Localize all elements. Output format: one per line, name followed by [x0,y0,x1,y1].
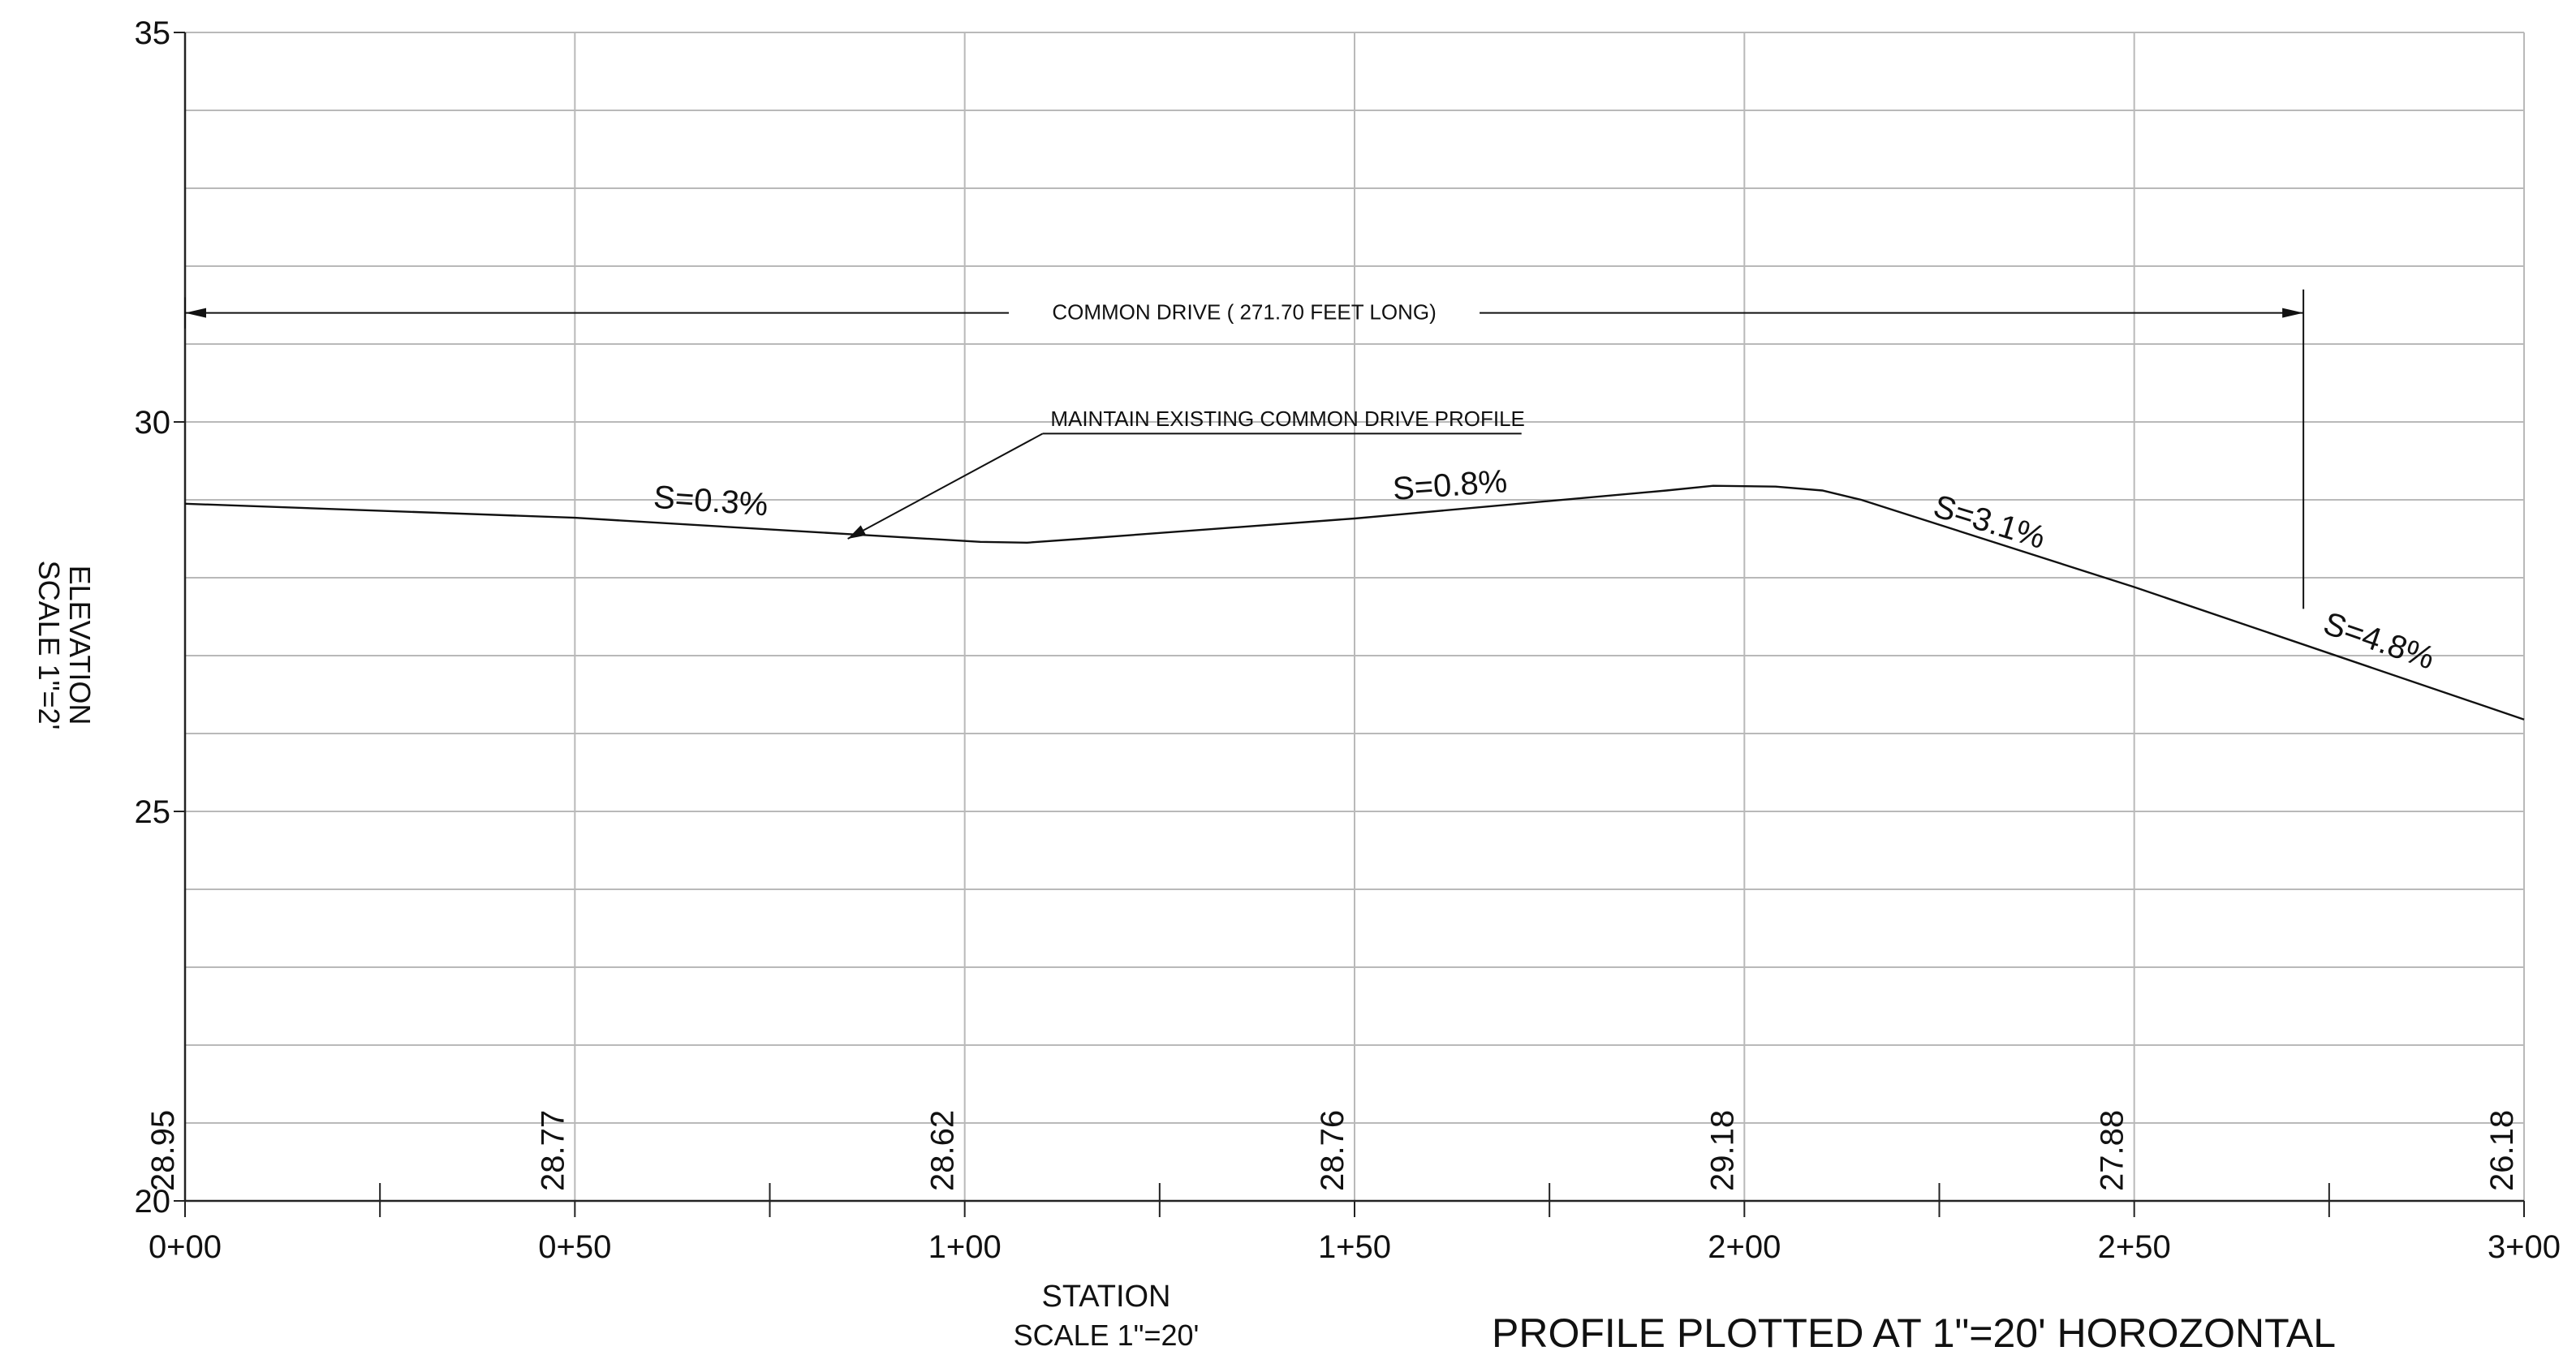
elevation-label: 28.95 [145,1110,181,1191]
x-tick-label: 3+00 [2488,1229,2561,1265]
dimension-arrow-right [2282,308,2304,318]
x-tick-label: 2+00 [1708,1229,1781,1265]
elevation-label: 28.77 [535,1110,571,1191]
x-tick-label: 2+50 [2098,1229,2171,1265]
x-axis-label: STATION [1041,1280,1170,1314]
slope-label: S=0.3% [653,480,769,523]
axes: 20 25 30 35 0+00 0+50 1+00 1+50 2+00 2+50 3+00 [135,15,2561,1265]
elevation-label: 26.18 [2484,1110,2520,1191]
y-tick-label: 20 [135,1184,171,1220]
y-tick-label: 35 [135,15,171,51]
grid [184,32,2525,1202]
x-tick-label: 1+50 [1318,1229,1391,1265]
x-axis-scale-label: SCALE 1"=20' [1014,1319,1200,1351]
y-tick-label: 30 [135,405,171,441]
profile-series [184,484,2525,721]
x-tick-label: 0+00 [149,1229,222,1265]
slope-label: S=3.1% [1929,488,2049,556]
labels: 28.95 28.77 28.62 28.76 29.18 27.88 26.18 S=0.3… [145,289,2520,1191]
slope-label: S=4.8% [2319,605,2439,677]
y-axis-label: ELEVATION [63,566,97,725]
annotation-leader [847,432,1044,540]
profile-line [184,484,2525,721]
chart-title: PROFILE PLOTTED AT 1"=20' HOROZONTAL [1492,1310,2336,1351]
annotation-text: MAINTAIN EXISTING COMMON DRIVE PROFILE [1050,407,1525,431]
annotation-arrowhead [847,525,867,539]
x-tick-label: 1+00 [928,1229,1002,1265]
slope-label: S=0.8% [1392,463,1509,507]
dimension-arrow-left [185,308,206,318]
y-tick-label: 25 [135,794,171,830]
elevation-label: 29.18 [1704,1110,1740,1191]
elevation-label: 28.76 [1315,1110,1350,1191]
elevation-label: 28.62 [925,1110,961,1191]
y-axis-scale-label: SCALE 1"=2' [32,561,66,730]
x-tick-label: 0+50 [538,1229,611,1265]
elevation-label: 27.88 [2095,1110,2130,1191]
dimension-text: COMMON DRIVE ( 271.70 FEET LONG) [1052,300,1436,325]
